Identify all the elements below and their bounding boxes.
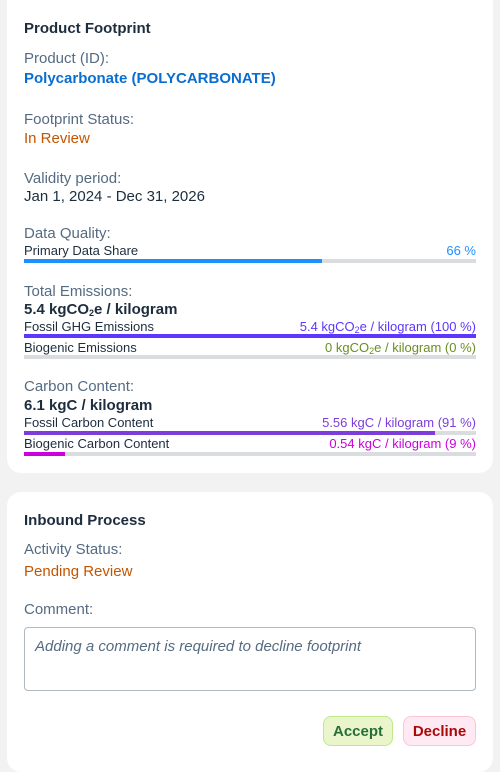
fossil-emissions-value: 5.4 kgCO2e / kilogram (100 %) (299, 319, 476, 335)
fossil-carbon-label: Fossil Carbon Content (24, 415, 154, 430)
activity-status-value: Pending Review (24, 563, 133, 580)
fossil-carbon-bar-fill (24, 431, 436, 435)
decline-button[interactable]: Decline (403, 716, 476, 746)
fossil-carbon-value: 5.56 kgC / kilogram (91 %) (322, 415, 476, 430)
accept-button[interactable]: Accept (323, 716, 393, 746)
biogenic-emissions-bar (24, 355, 476, 359)
primary-share-value: 66 % (446, 243, 476, 258)
footprint-status-label: Footprint Status: (24, 111, 135, 128)
biogenic-carbon-label: Biogenic Carbon Content (24, 436, 170, 451)
fossil-emissions-label: Fossil GHG Emissions (24, 319, 155, 334)
biogenic-carbon-bar (24, 452, 476, 456)
comment-textarea[interactable]: Adding a comment is required to decline … (24, 627, 476, 691)
primary-share-bar (24, 259, 476, 263)
biogenic-emissions-label: Biogenic Emissions (24, 340, 137, 355)
biogenic-carbon-value: 0.54 kgC / kilogram (9 %) (329, 436, 476, 451)
biogenic-carbon-bar-fill (24, 452, 65, 456)
fossil-emissions-bar (24, 334, 476, 338)
total-emissions-value: 5.4 kgCO2e / kilogram (24, 301, 178, 318)
activity-status-label: Activity Status: (24, 541, 123, 558)
comment-label: Comment: (24, 601, 94, 618)
validity-label: Validity period: (24, 170, 122, 187)
footprint-title: Product Footprint (24, 20, 151, 37)
inbound-title: Inbound Process (24, 512, 146, 529)
inbound-process-card: Inbound Process Activity Status: Pending… (7, 492, 493, 772)
product-footprint-card: Product Footprint Product (ID): Polycarb… (7, 0, 493, 473)
product-label: Product (ID): (24, 50, 110, 67)
total-emissions-label: Total Emissions: (24, 283, 133, 300)
product-link[interactable]: Polycarbonate (POLYCARBONATE) (24, 70, 276, 87)
biogenic-emissions-value: 0 kgCO2e / kilogram (0 %) (325, 340, 476, 356)
fossil-emissions-bar-fill (24, 334, 476, 338)
footprint-status-value: In Review (24, 130, 90, 147)
validity-value: Jan 1, 2024 - Dec 31, 2026 (24, 188, 205, 205)
data-quality-label: Data Quality: (24, 225, 111, 242)
primary-share-bar-fill (24, 259, 323, 263)
fossil-carbon-bar (24, 431, 476, 435)
primary-share-label: Primary Data Share (24, 243, 139, 258)
carbon-content-value: 6.1 kgC / kilogram (24, 397, 153, 414)
carbon-content-label: Carbon Content: (24, 378, 135, 395)
